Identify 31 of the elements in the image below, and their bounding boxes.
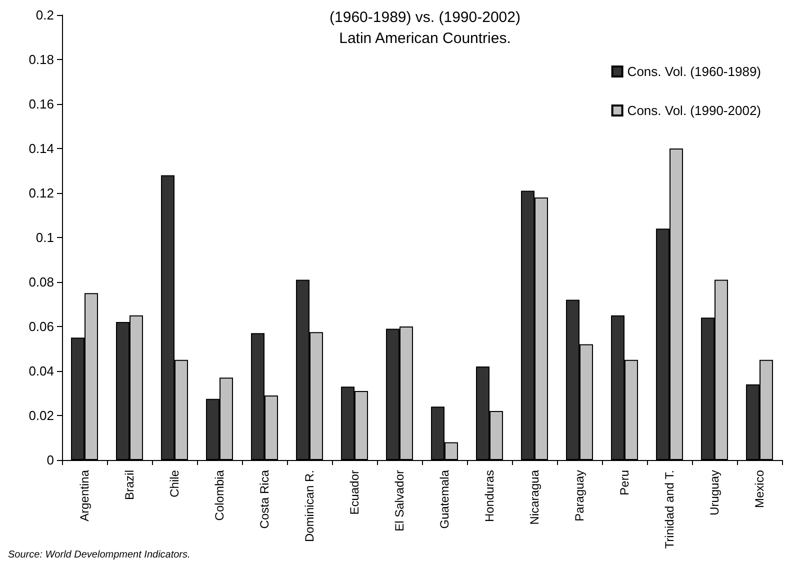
x-tick-label: Argentina <box>78 470 92 522</box>
x-tick-label: El Salvador <box>392 470 406 532</box>
chart-title: (1960-1989) vs. (1990-2002) Latin American Countries. <box>330 9 520 47</box>
y-tick-label: 0.06 <box>28 319 54 334</box>
x-tick-label: Uruguay <box>708 470 722 516</box>
y-tick-label: 0.14 <box>28 141 54 156</box>
y-tick-label: 0.12 <box>28 186 54 200</box>
x-tick-label: Mexico <box>752 470 766 508</box>
y-tick-label: 0.16 <box>28 96 54 112</box>
x-tick-label: Colombia <box>212 470 226 521</box>
x-tick-label: Brazil <box>122 470 136 500</box>
x-tick-label: Chile <box>168 470 182 498</box>
x-tick-label: Trinidad and T. <box>662 470 676 549</box>
y-tick-label: 0.04 <box>28 364 54 378</box>
y-tick-label: 0.08 <box>28 274 54 290</box>
x-tick-label: Dominican R. <box>302 470 316 542</box>
y-tick-label: 0.2 <box>36 8 54 22</box>
x-tick-label: Ecuador <box>348 470 362 515</box>
x-tick-label: Honduras <box>482 470 496 522</box>
y-tick-label: 0.1 <box>36 230 54 245</box>
y-tick-label: 0.18 <box>28 52 54 67</box>
source-note: Source: World Develompment Indicators. <box>8 550 190 560</box>
y-tick-label: 0 <box>46 452 54 468</box>
y-tick-label: 0.02 <box>28 408 54 423</box>
legend-label: Cons. Vol. (1960-1989) <box>627 64 762 79</box>
x-tick-label: Costa Rica <box>258 470 272 529</box>
x-tick-label: Guatemala <box>438 470 452 529</box>
x-tick-label: Peru <box>618 470 632 496</box>
x-tick-label: Paraguay <box>572 470 586 522</box>
x-tick-label: Nicaragua <box>528 470 542 525</box>
legend-label: Cons. Vol. (1990-2002) <box>627 103 762 118</box>
